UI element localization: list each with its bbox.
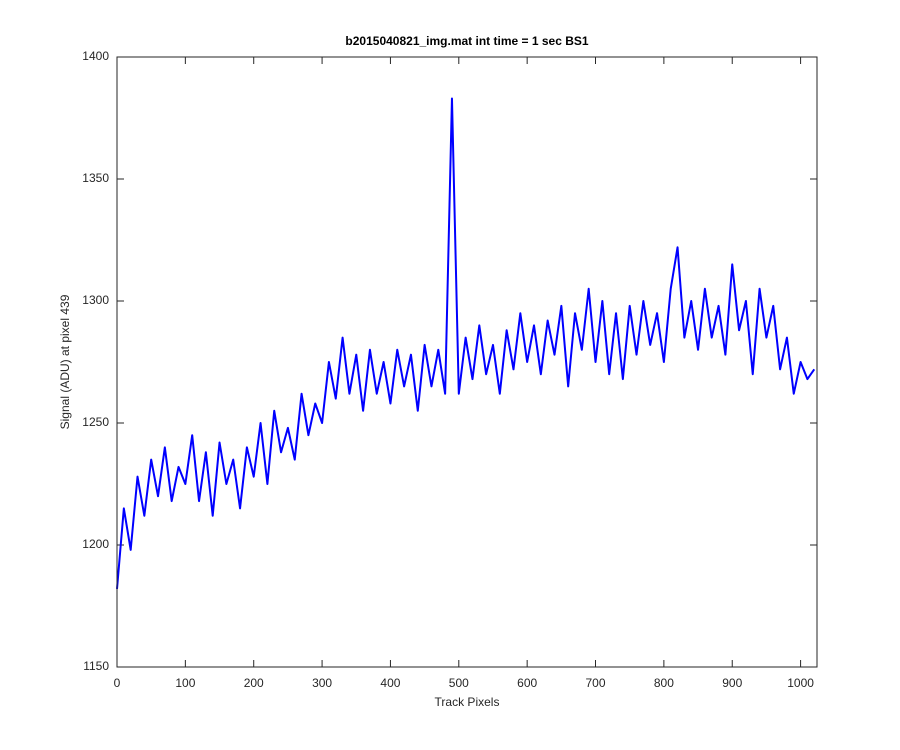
- y-tick-label: 1400: [82, 49, 109, 63]
- y-tick-label: 1150: [83, 659, 109, 673]
- y-tick-label: 1300: [82, 293, 109, 307]
- x-tick-label: 1000: [787, 676, 814, 690]
- data-line: [116, 97, 816, 590]
- x-tick-label: 100: [175, 676, 195, 690]
- y-axis-label: Signal (ADU) at pixel 439: [58, 294, 72, 429]
- x-tick-label: 200: [244, 676, 264, 690]
- x-tick-label: 400: [380, 676, 400, 690]
- x-tick-label: 600: [517, 676, 537, 690]
- x-tick-label: 800: [654, 676, 674, 690]
- y-tick-label: 1350: [82, 171, 109, 185]
- x-tick-label: 700: [586, 676, 606, 690]
- x-tick-label: 300: [312, 676, 332, 690]
- y-tick-label: 1250: [82, 415, 109, 429]
- y-tick-label: 1200: [82, 537, 109, 551]
- x-axis-label: Track Pixels: [435, 695, 500, 709]
- chart-title: b2015040821_img.mat int time = 1 sec BS1: [345, 34, 588, 48]
- x-tick-label: 500: [449, 676, 469, 690]
- plot-frame: [116, 56, 818, 668]
- x-tick-label: 0: [114, 676, 121, 690]
- x-tick-label: 900: [722, 676, 742, 690]
